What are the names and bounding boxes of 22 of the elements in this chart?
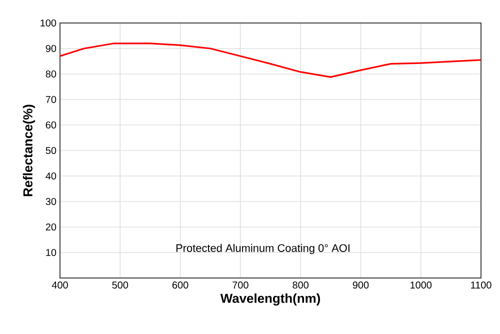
x-tick-label: 1100 xyxy=(471,282,492,289)
y-axis-title: Reflectance(%) xyxy=(22,104,36,196)
annotation: Protected Aluminum Coating 0° AOI xyxy=(176,244,350,254)
y-tick-label: 70 xyxy=(46,96,56,104)
x-tick-label: 500 xyxy=(112,282,128,289)
x-tick-label: 800 xyxy=(292,282,308,289)
x-tick-label: 400 xyxy=(52,282,68,289)
line-series xyxy=(60,42,482,78)
x-axis-title: Wavelength(nm) xyxy=(220,293,320,306)
y-tick-label: 90 xyxy=(46,44,56,52)
x-tick-label: 1000 xyxy=(410,282,432,289)
y-tick-label: 20 xyxy=(46,223,56,231)
x-tick-label: 900 xyxy=(352,282,369,289)
y-tick-label: 40 xyxy=(46,172,56,180)
y-tick-label: 80 xyxy=(46,70,56,78)
y-tick-label: 100 xyxy=(40,19,56,27)
y-tick-label: 60 xyxy=(46,121,56,129)
x-tick-label: 600 xyxy=(172,282,188,289)
y-tick-label: 10 xyxy=(46,248,56,256)
y-tick-label: 50 xyxy=(46,146,56,154)
x-tick-label: 700 xyxy=(232,282,248,289)
y-tick-label: 30 xyxy=(46,198,56,206)
